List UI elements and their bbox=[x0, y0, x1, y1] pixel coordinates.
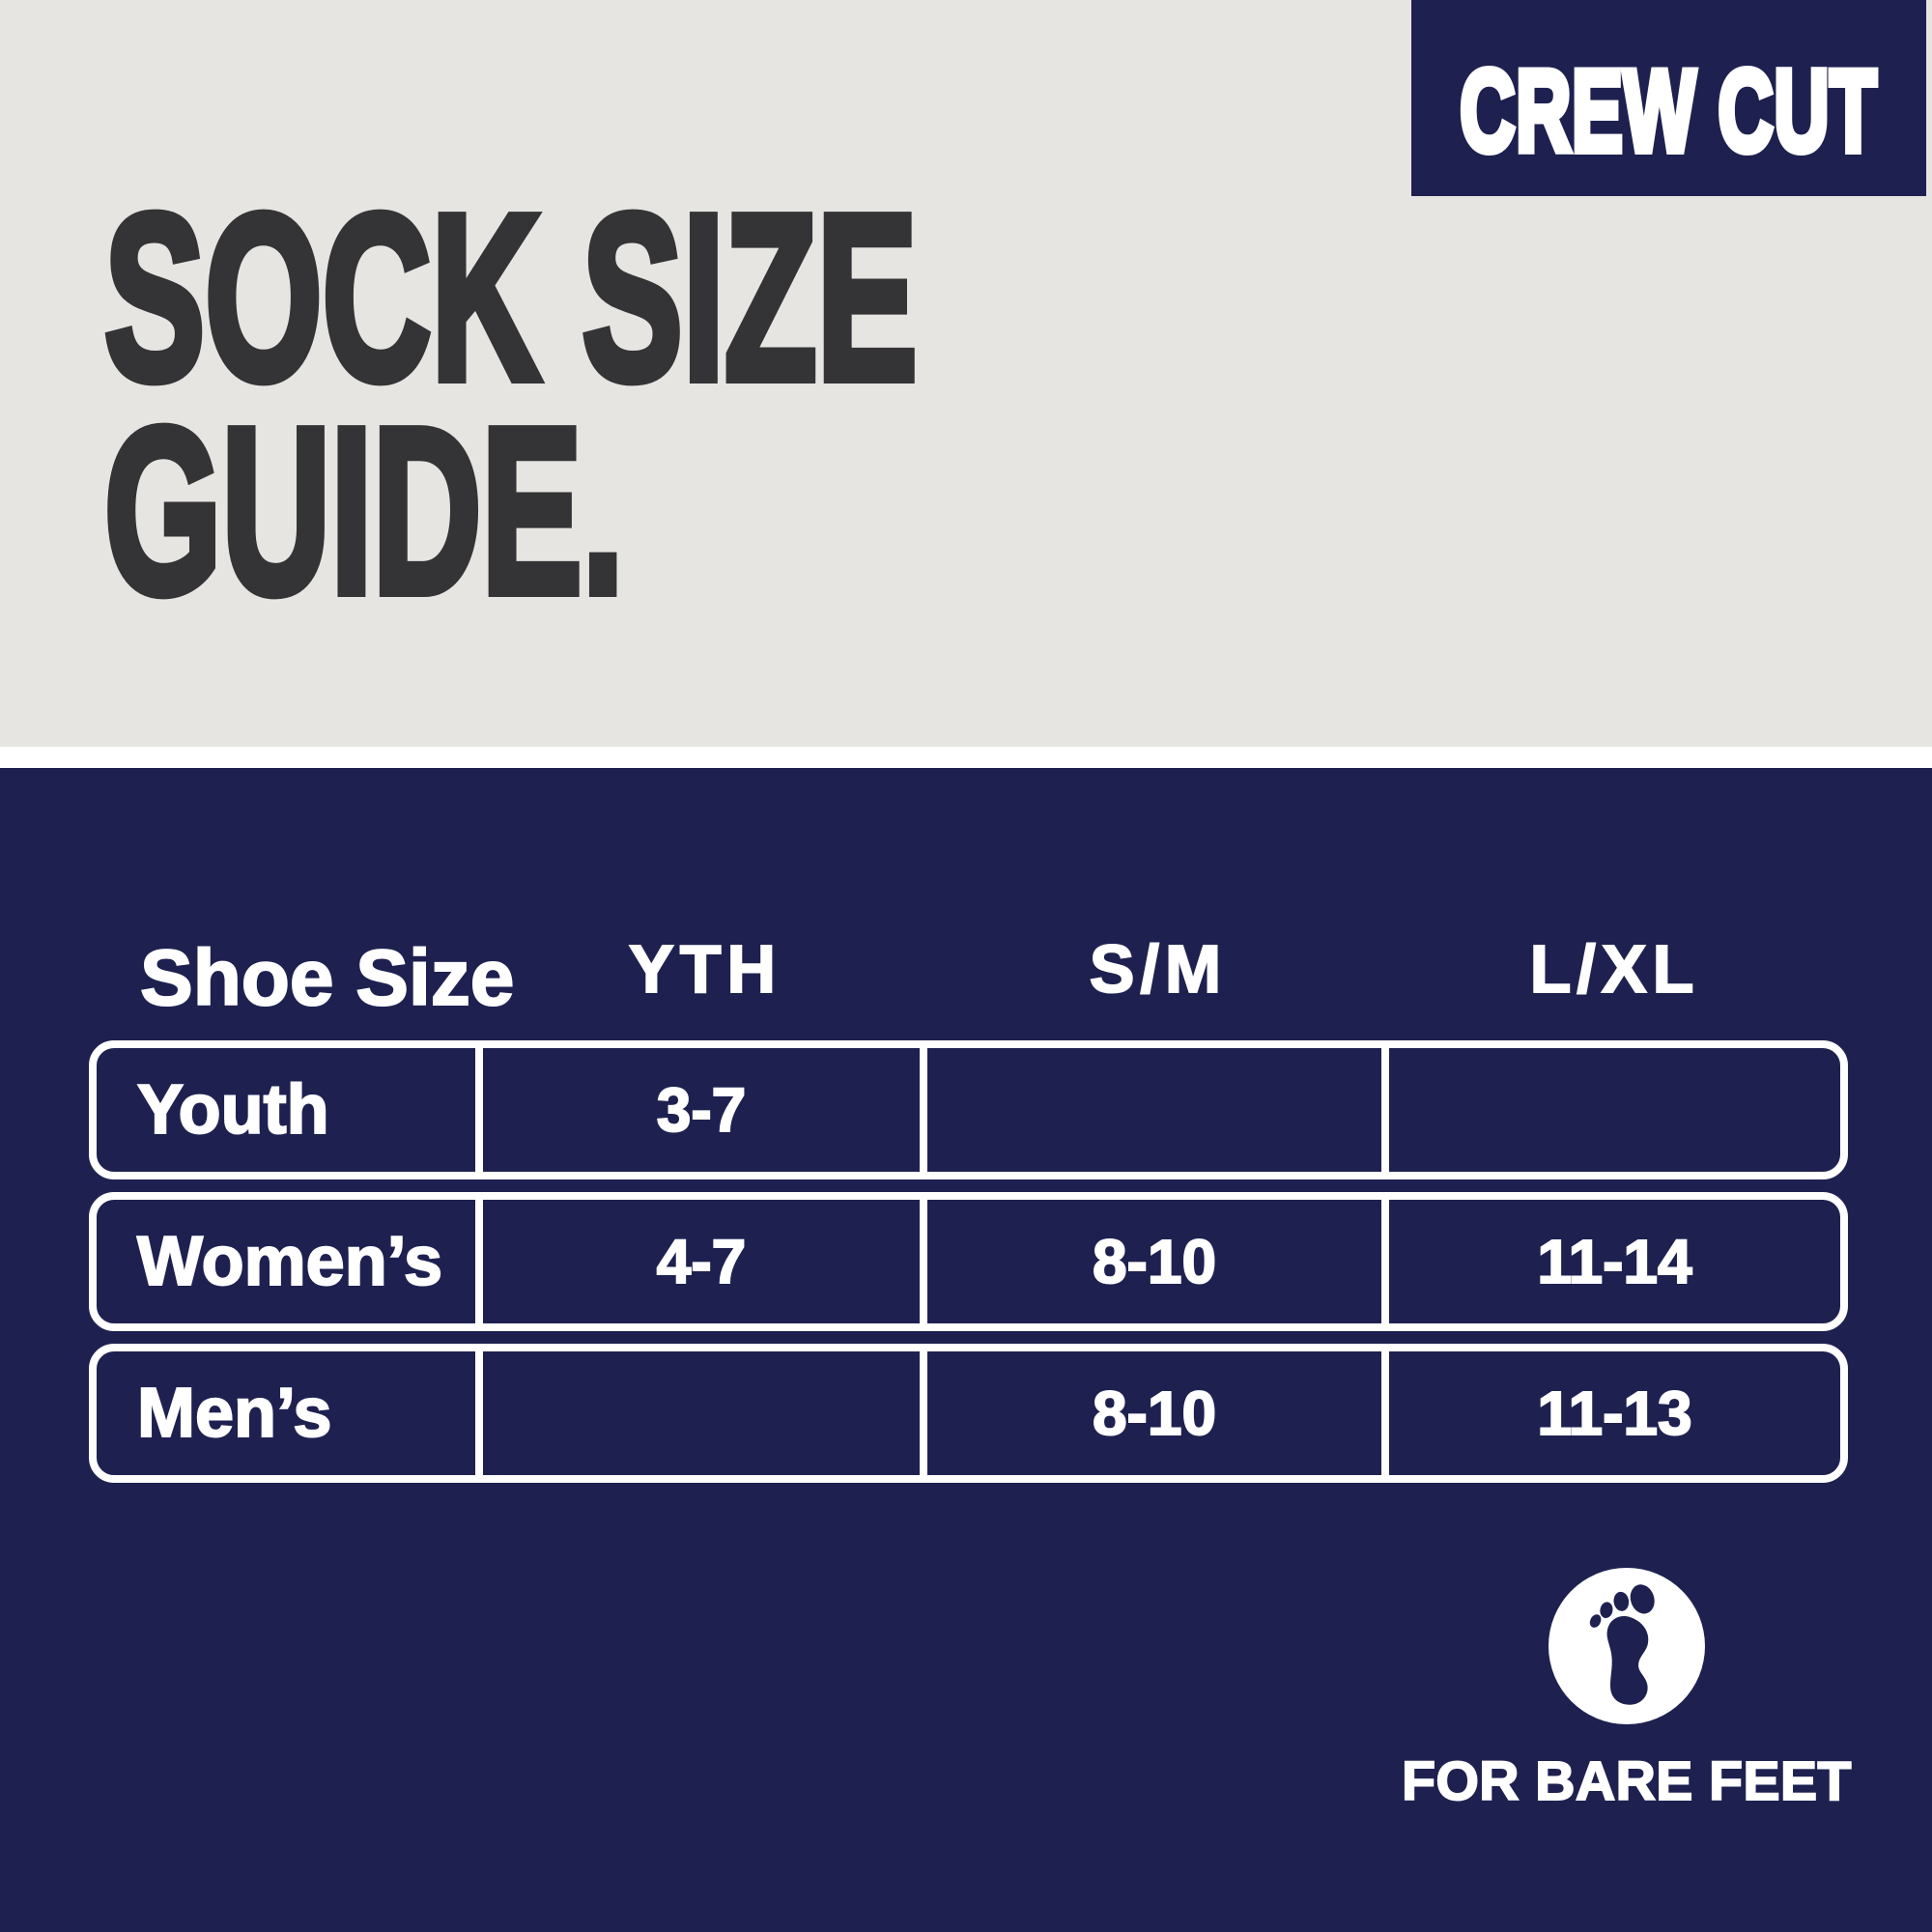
table-row-youth: Youth 3-7 bbox=[89, 1040, 1848, 1179]
column-header-lxl: L/XL bbox=[1529, 931, 1700, 1007]
cell-youth-sm bbox=[927, 1048, 1389, 1172]
crew-cut-badge-label: CREW CUT bbox=[1458, 45, 1880, 176]
title-line-1: SOCK SIZE bbox=[101, 165, 921, 429]
size-table: Youth 3-7 Women’s 4-7 8-10 11-14 Men’s 8… bbox=[89, 1040, 1848, 1495]
cell-youth-yth: 3-7 bbox=[483, 1048, 927, 1172]
column-header-yth: YTH bbox=[628, 931, 781, 1007]
top-section: SOCK SIZE GUIDE. CREW CUT bbox=[0, 0, 1932, 747]
cell-mens-yth bbox=[483, 1351, 927, 1475]
table-row-womens: Women’s 4-7 8-10 11-14 bbox=[89, 1192, 1848, 1331]
brand-logo bbox=[1548, 1568, 1705, 1724]
crew-cut-badge: CREW CUT bbox=[1411, 0, 1926, 196]
row-label: Men’s bbox=[97, 1351, 483, 1475]
cell-womens-lxl: 11-14 bbox=[1536, 1226, 1692, 1297]
cell-mens-sm: 8-10 bbox=[927, 1351, 1389, 1475]
table-row-mens: Men’s 8-10 11-13 bbox=[89, 1344, 1848, 1483]
row-label: Women’s bbox=[97, 1200, 483, 1323]
size-table-header: Shoe Size YTH S/M L/XL bbox=[89, 889, 1848, 1022]
cell-mens-lxl: 11-13 bbox=[1536, 1378, 1692, 1449]
brand-wordmark: FOR BARE FEET bbox=[1401, 1749, 1852, 1813]
footprint-icon bbox=[1589, 1584, 1655, 1705]
cell-youth-lxl bbox=[1389, 1048, 1840, 1172]
size-table-section: Shoe Size YTH S/M L/XL Youth 3-7 Women’s… bbox=[0, 768, 1932, 1932]
title-line-2: GUIDE. bbox=[101, 379, 627, 642]
column-header-sm: S/M bbox=[1089, 931, 1228, 1007]
page-title: SOCK SIZE GUIDE. bbox=[101, 165, 921, 642]
cell-womens-sm: 8-10 bbox=[927, 1200, 1389, 1323]
row-label: Youth bbox=[97, 1048, 483, 1172]
column-header-shoe-size: Shoe Size bbox=[139, 934, 515, 1022]
cell-womens-yth: 4-7 bbox=[483, 1200, 927, 1323]
